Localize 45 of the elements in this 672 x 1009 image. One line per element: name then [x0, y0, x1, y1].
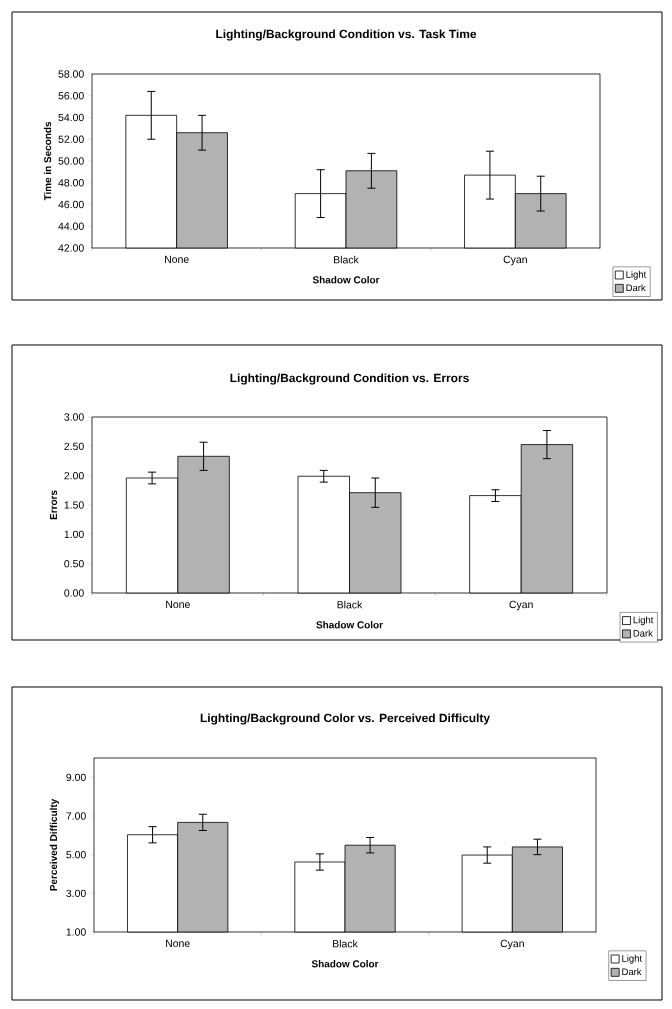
legend-label: Dark	[622, 968, 642, 976]
x-tick-label: None	[166, 600, 190, 609]
x-axis-title: Shadow Color	[312, 276, 380, 284]
legend-label: Light	[626, 270, 647, 280]
legend-label: Dark	[626, 284, 646, 292]
chart-title: Lighting/Background Condition vs. Task Time	[216, 29, 477, 41]
x-tick-label: Black	[333, 939, 358, 948]
y-tick-label: 56.00	[58, 92, 84, 100]
y-tick-label: 58.00	[58, 70, 84, 78]
y-axis-title: Errors	[50, 490, 58, 520]
y-tick-label: 54.00	[58, 113, 84, 122]
x-tick-label: Black	[334, 255, 359, 264]
y-tick-label: 2.00	[64, 471, 84, 480]
chart-title: Lighting/Background Condition vs. Errors	[230, 373, 469, 385]
x-tick-label: Cyan	[509, 600, 533, 611]
y-tick-label: 0.00	[64, 589, 84, 597]
y-tick-label: 1.50	[64, 501, 84, 509]
legend-label: Light	[633, 616, 654, 626]
y-tick-label: 50.00	[58, 157, 84, 165]
y-tick-label: 3.00	[66, 889, 86, 898]
y-tick-label: 46.00	[58, 200, 84, 209]
legend-label: Light	[622, 954, 642, 964]
chart-title: Lighting/Background Color vs. Perceived Difficulty	[200, 713, 490, 725]
y-tick-label: 48.00	[58, 179, 84, 187]
y-tick-label: 9.00	[66, 773, 86, 782]
y-tick-label: 42.00	[58, 244, 84, 252]
y-tick-label: 3.00	[64, 413, 84, 421]
x-axis-title: Shadow Color	[311, 960, 379, 968]
y-axis-title: Time in Seconds	[43, 121, 52, 201]
legend-label: Dark	[633, 629, 653, 637]
y-tick-label: 5.00	[66, 850, 86, 859]
y-axis-title: Perceived Difficulty	[49, 798, 60, 891]
x-tick-label: None	[165, 255, 189, 264]
y-tick-label: 2.50	[64, 442, 84, 451]
x-tick-label: Black	[337, 600, 363, 609]
x-tick-label: Cyan	[503, 255, 527, 266]
y-tick-label: 0.50	[64, 559, 84, 568]
y-tick-label: 1.00	[66, 928, 86, 936]
x-tick-label: None	[166, 939, 190, 948]
x-axis-title: Shadow Color	[316, 621, 383, 629]
y-tick-label: 7.00	[66, 812, 86, 820]
y-tick-label: 44.00	[58, 222, 84, 230]
x-tick-label: Cyan	[500, 939, 524, 950]
y-tick-label: 1.00	[64, 530, 84, 539]
y-tick-label: 52.00	[58, 135, 84, 143]
